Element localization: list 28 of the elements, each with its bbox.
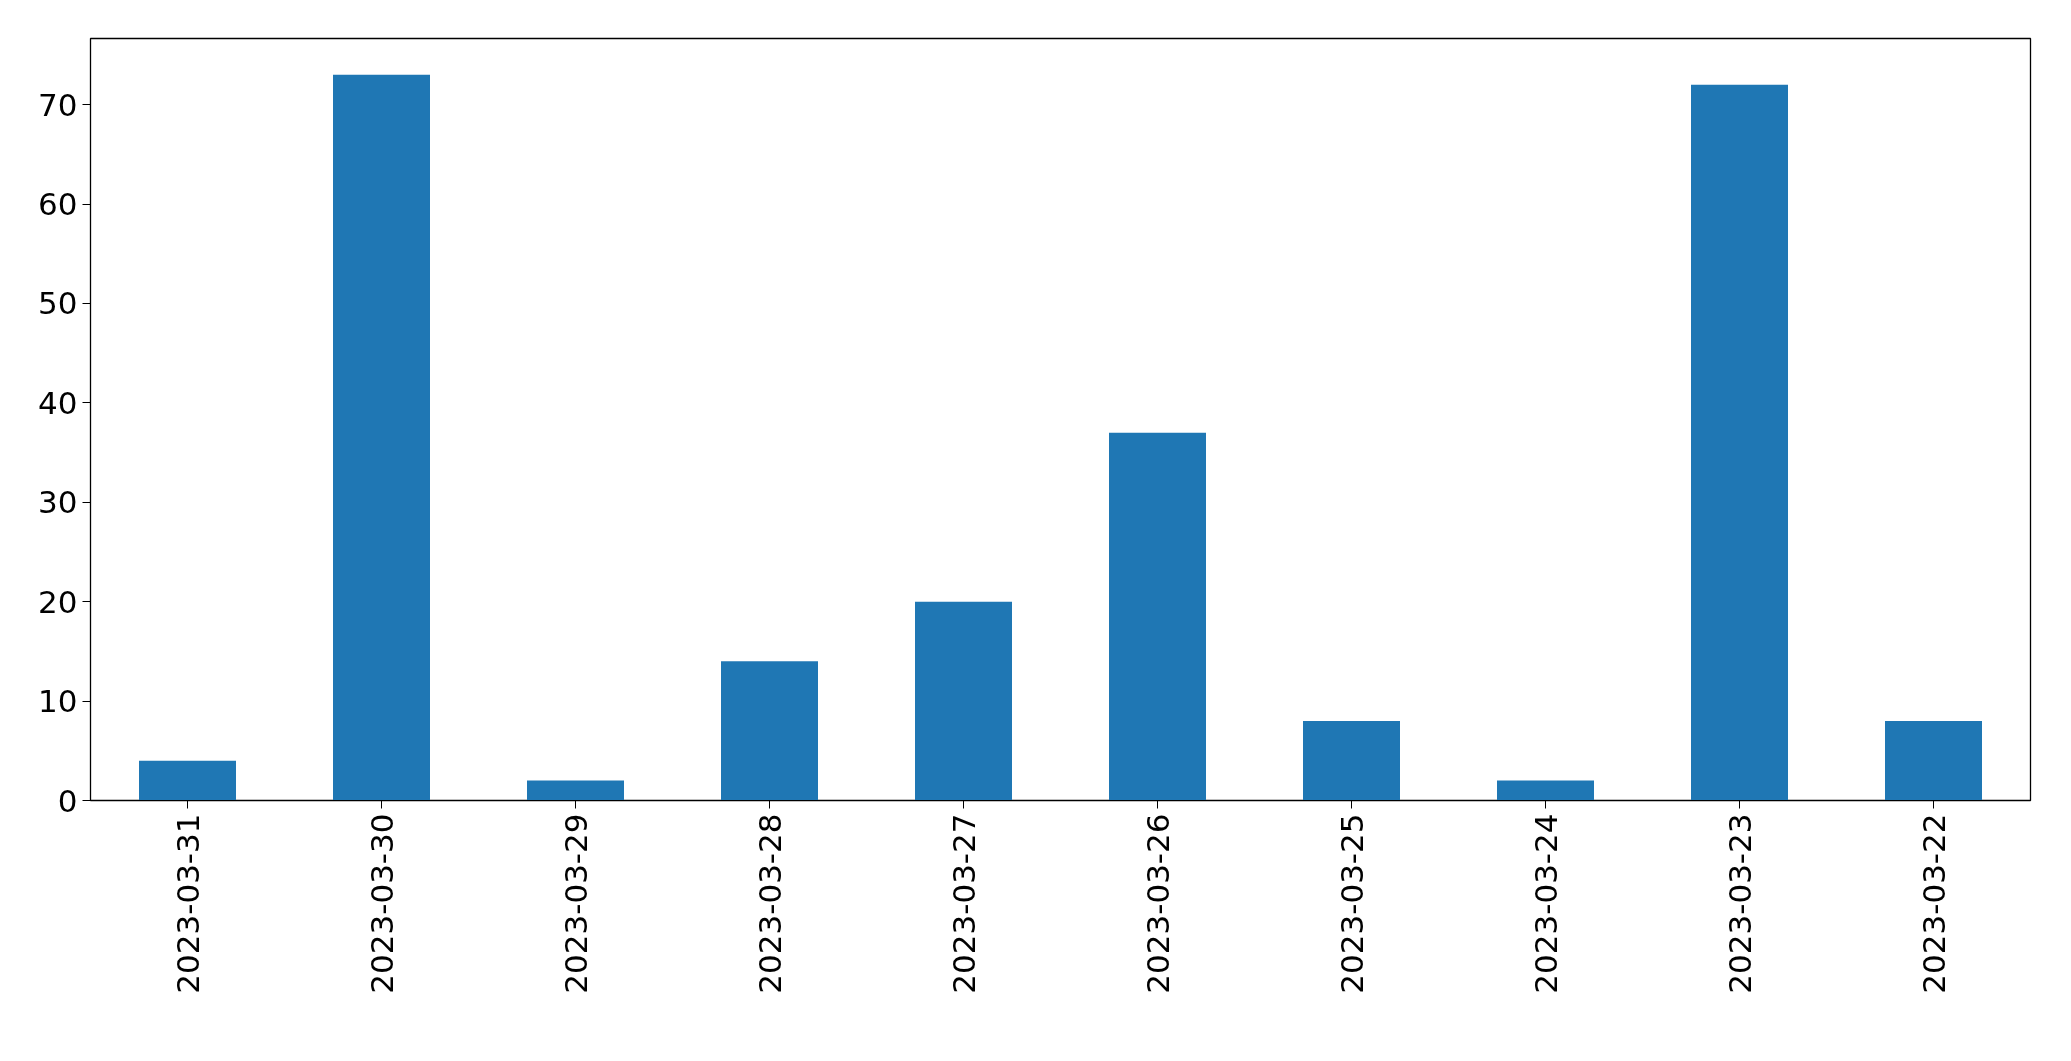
bar: [527, 780, 624, 801]
x-tick-label: 2023-03-22: [1915, 813, 1952, 994]
y-tick-label: 50: [38, 285, 78, 322]
x-tick-label: 2023-03-31: [169, 813, 206, 994]
x-tick-label: 2023-03-24: [1527, 813, 1564, 994]
bar: [1497, 780, 1594, 801]
bar: [1885, 720, 1982, 801]
bar: [333, 74, 430, 801]
bar: [915, 601, 1012, 801]
bar: [1109, 432, 1206, 801]
y-tick-label: 10: [38, 683, 78, 720]
x-tick-label: 2023-03-26: [1139, 813, 1176, 994]
x-tick-label: 2023-03-23: [1721, 813, 1758, 994]
y-tick-label: 30: [38, 484, 78, 521]
x-tick-label: 2023-03-29: [557, 813, 594, 994]
y-tick-label: 70: [38, 86, 78, 123]
x-tick-label: 2023-03-30: [363, 813, 400, 994]
x-tick-label: 2023-03-28: [751, 813, 788, 994]
y-tick-label: 40: [38, 384, 78, 421]
y-tick-label: 0: [57, 782, 78, 819]
bar: [721, 661, 818, 801]
x-tick-label: 2023-03-27: [945, 813, 982, 994]
y-tick-label: 60: [38, 186, 78, 223]
x-tick-label: 2023-03-25: [1333, 813, 1370, 994]
bar: [1691, 84, 1788, 801]
bar: [139, 760, 236, 801]
y-tick-label: 20: [38, 583, 78, 620]
bar: [1303, 720, 1400, 801]
